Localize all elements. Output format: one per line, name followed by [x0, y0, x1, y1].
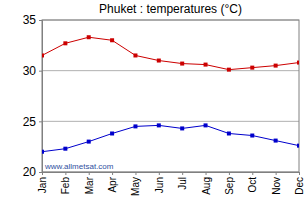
x-tick: Jan [37, 172, 48, 193]
x-tick-label: Nov [271, 177, 282, 195]
x-tick-mark [42, 172, 43, 175]
x-tick: May [130, 172, 141, 196]
series-group [42, 35, 299, 154]
series-marker [180, 126, 184, 130]
x-tick-label: Jun [154, 177, 165, 193]
series-marker [297, 61, 299, 65]
x-tick-mark [135, 172, 136, 175]
series-marker [63, 147, 67, 151]
series-marker [157, 123, 161, 127]
plot-frame [42, 20, 299, 172]
x-tick-mark [112, 172, 113, 175]
series-marker [204, 63, 208, 67]
x-tick: Jul [177, 172, 188, 190]
chart: 20 25 30 35 Jan Feb Mar Apr May Jun Jul Aug Sep Oct No… [0, 0, 305, 200]
x-tick: Feb [60, 172, 71, 194]
y-tick-mark [39, 71, 42, 72]
y-tick-label: 25 [23, 115, 37, 129]
y-tick: 30 [23, 64, 42, 78]
y-tick-mark [39, 172, 42, 173]
y-tick: 25 [23, 115, 42, 129]
series-marker [274, 139, 278, 143]
grid-line [42, 121, 299, 122]
grid [42, 20, 299, 172]
x-tick-mark [276, 172, 277, 175]
x-tick-label: Dec [294, 177, 305, 195]
grid-line [42, 70, 299, 71]
series-marker [133, 53, 137, 57]
title: Phuket : temperatures (°C) [99, 2, 242, 16]
series-markers [42, 123, 299, 153]
x-tick-label: Feb [60, 177, 71, 195]
x-tick: Nov [271, 172, 282, 195]
series-marker [87, 35, 91, 39]
series-marker [227, 68, 231, 72]
x-tick-mark [252, 172, 253, 175]
y-tick: 35 [23, 13, 42, 27]
series-marker [110, 38, 114, 42]
x-tick: Jun [154, 172, 165, 193]
series-marker [204, 123, 208, 127]
series-marker [63, 41, 67, 45]
x-axis-line [43, 173, 300, 176]
x-tick-label: Jan [37, 177, 48, 193]
x-tick-mark [182, 172, 183, 175]
x-tick-mark [89, 172, 90, 175]
x-tick: Mar [84, 172, 95, 194]
y-tick-mark [39, 20, 42, 21]
series-marker [133, 124, 137, 128]
x-tick: Dec [294, 172, 305, 195]
series-marker [180, 62, 184, 66]
x-tick-label: Mar [84, 176, 95, 194]
y-tick-mark [39, 121, 42, 122]
x-tick-mark [206, 172, 207, 175]
x-tick: Aug [201, 172, 212, 195]
x-axis: Jan Feb Mar Apr May Jun Jul Aug Sep Oct Nov Dec [37, 172, 305, 196]
series-markers [42, 35, 299, 71]
x-tick: Oct [247, 172, 258, 193]
series-marker [274, 64, 278, 68]
series-line [42, 125, 299, 151]
x-tick-label: Oct [247, 177, 258, 193]
series-marker [42, 53, 44, 57]
x-tick: Apr [107, 172, 118, 193]
x-tick-mark [299, 172, 300, 175]
y-tick-label: 30 [23, 64, 37, 78]
annotation: www.allmetsat.com [44, 162, 114, 171]
x-tick-mark [229, 172, 230, 175]
series-marker [227, 131, 231, 135]
series-marker [297, 144, 299, 148]
x-tick-label: Sep [224, 177, 235, 195]
x-tick-label: May [130, 177, 141, 196]
x-tick: Sep [224, 172, 235, 195]
x-tick-mark [159, 172, 160, 175]
series-marker [87, 140, 91, 144]
series-marker [42, 150, 44, 154]
x-tick-label: Jul [177, 177, 188, 190]
series-marker [250, 66, 254, 70]
y-tick-label: 20 [23, 165, 37, 179]
y-axis: 20 25 30 35 [23, 13, 43, 179]
series-marker [157, 59, 161, 63]
x-tick-label: Apr [107, 176, 118, 192]
y-tick-label: 35 [23, 13, 37, 27]
plot: 20 25 30 35 Jan Feb Mar Apr May Jun Jul Aug Sep Oct No… [23, 13, 305, 196]
series-line [42, 37, 299, 69]
y-axis-line [39, 21, 43, 173]
x-tick-label: Aug [201, 177, 212, 195]
x-tick-mark [65, 172, 66, 175]
series-marker [250, 134, 254, 138]
series-marker [110, 131, 114, 135]
